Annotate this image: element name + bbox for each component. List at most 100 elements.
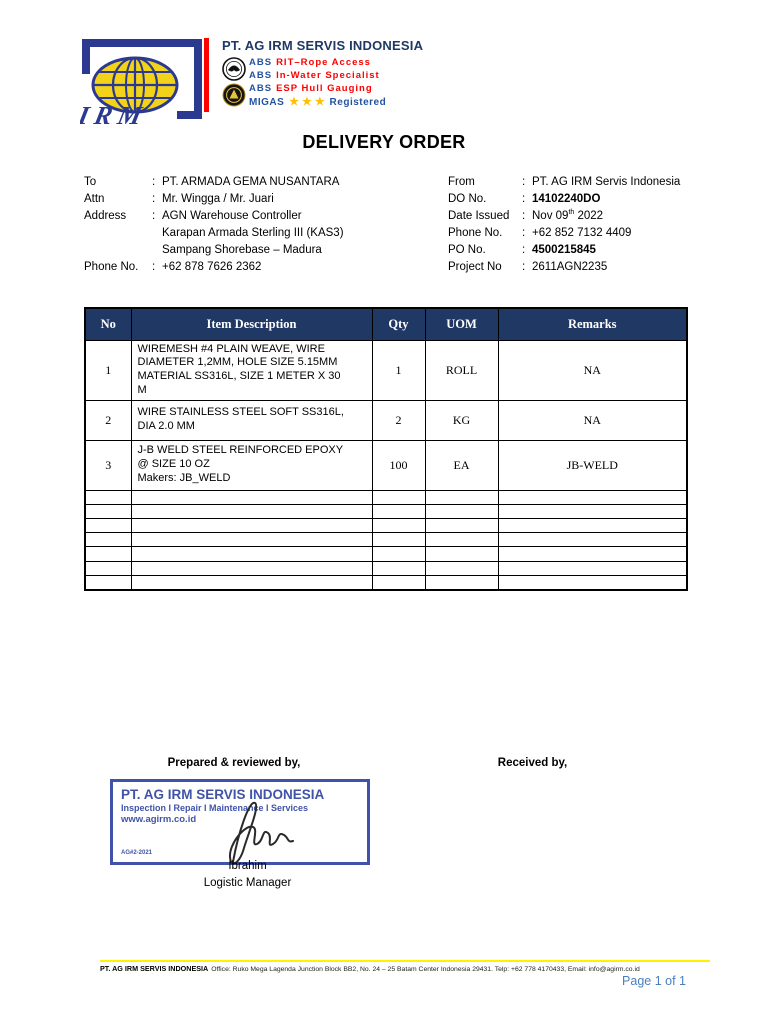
item-qty: 1 — [371, 339, 426, 401]
company-name: PT. AG IRM SERVIS INDONESIA — [222, 38, 424, 53]
field-label: DO No. — [448, 193, 487, 205]
logo-irm-text: IRM — [80, 101, 150, 126]
table-row: 1 WIREMESH #4 PLAIN WEAVE, WIRE DIAMETER… — [84, 339, 688, 401]
table-empty-row — [84, 489, 688, 505]
field-value: PT. AG IRM Servis Indonesia — [532, 176, 681, 188]
migas-seal-icon — [222, 83, 246, 107]
field-value: +62 852 7132 4409 — [532, 227, 632, 239]
item-no: 3 — [84, 439, 132, 491]
date-year: 2022 — [574, 210, 604, 222]
migas-label: MIGAS — [249, 97, 285, 108]
field-label: Phone No. — [84, 261, 139, 273]
item-uom: ROLL — [424, 339, 499, 401]
info-row-project-no: Project No:2611AGN2235 — [448, 259, 708, 276]
cert-line-hull-gauging: ABS ESP Hull Gauging — [249, 82, 386, 95]
item-qty: 100 — [371, 439, 426, 491]
field-label: Date Issued — [448, 210, 510, 222]
abs-prefix: ABS — [249, 70, 273, 81]
item-qty: 2 — [371, 399, 426, 441]
cert-text: ESP Hull Gauging — [276, 83, 373, 94]
field-label: From — [448, 176, 475, 188]
prepared-by-label: Prepared & reviewed by, — [167, 757, 301, 769]
stamp-code: AG#2-2021 — [121, 850, 153, 856]
signer-name: Ibrahim — [228, 860, 267, 872]
field-value: Sampang Shorebase – Madura — [162, 244, 322, 256]
item-no: 1 — [84, 339, 132, 401]
item-description: WIRE STAINLESS STEEL SOFT SS316L, DIA 2.… — [130, 399, 373, 441]
recipient-block: To: PT. ARMADA GEMA NUSANTARA Attn: Mr. Wi… — [84, 174, 414, 276]
field-value: 14102240DO — [532, 193, 601, 205]
cert-line-rope-access: ABS RIT–Rope Access — [249, 56, 386, 69]
field-label: PO No. — [448, 244, 486, 256]
abs-prefix: ABS — [249, 83, 273, 94]
item-remarks: NA — [497, 399, 688, 441]
info-row-do-no: DO No.:14102240DO — [448, 191, 708, 208]
field-value: Nov 09th 2022 — [532, 208, 603, 225]
colon: : — [522, 244, 526, 256]
item-uom: KG — [424, 399, 499, 441]
signer-title: Logistic Manager — [203, 877, 292, 889]
field-label: Attn — [84, 193, 105, 205]
item-description: J-B WELD STEEL REINFORCED EPOXY @ SIZE 1… — [130, 439, 373, 491]
colon: : — [152, 210, 156, 222]
footer-address-line: PT. AG IRM SERVIS INDONESIA Office: Ruko … — [100, 964, 712, 973]
info-row-from: From: PT. AG IRM Servis Indonesia — [448, 174, 708, 191]
item-description: WIREMESH #4 PLAIN WEAVE, WIRE DIAMETER 1… — [130, 339, 373, 401]
stamp-website: www.agirm.co.id — [121, 814, 197, 825]
colon: : — [522, 210, 526, 222]
header-divider-bar — [204, 38, 209, 112]
logo-bracket-shape — [82, 39, 202, 119]
col-header-uom: UOM — [424, 307, 499, 341]
table-row: 3 J-B WELD STEEL REINFORCED EPOXY @ SIZE… — [84, 439, 688, 491]
field-label: Project No — [448, 261, 502, 273]
table-empty-row — [84, 503, 688, 520]
field-label: Address — [84, 210, 127, 222]
footer-divider — [100, 960, 710, 962]
colon: : — [522, 176, 526, 188]
stamp-services-line: Inspection I Repair I Maintenance I Serv… — [121, 803, 309, 813]
page-number: Page 1 of 1 — [622, 974, 686, 988]
colon: : — [522, 193, 526, 205]
footer-company-name: PT. AG IRM SERVIS INDONESIA — [100, 964, 209, 973]
info-row-phone: Phone No.: +62 878 7626 2362 — [84, 259, 414, 276]
table-empty-row — [84, 546, 688, 562]
date-day: Nov 09 — [532, 210, 569, 222]
colon: : — [152, 261, 156, 273]
field-value: Karapan Armada Sterling III (KAS3) — [162, 227, 344, 239]
info-row-attn: Attn: Mr. Wingga / Mr. Juari — [84, 191, 414, 208]
field-value: +62 878 7626 2362 — [162, 261, 262, 273]
company-stamp: PT. AG IRM SERVIS INDONESIA Inspection I… — [110, 779, 370, 865]
items-table: No Item Description Qty UOM Remarks 1 WI… — [84, 307, 688, 591]
colon: : — [522, 227, 526, 239]
field-value: 2611AGN2235 — [532, 261, 608, 273]
table-header-row: No Item Description Qty UOM Remarks — [84, 307, 688, 341]
colon: : — [152, 176, 156, 188]
received-by-label: Received by, — [497, 757, 568, 769]
handwritten-signature — [228, 802, 294, 865]
sender-block: From: PT. AG IRM Servis Indonesia DO No.:… — [448, 174, 708, 276]
field-value: 4500215845 — [532, 244, 596, 256]
item-remarks: JB-WELD — [497, 439, 688, 491]
field-value: PT. ARMADA GEMA NUSANTARA — [162, 176, 340, 188]
field-label: To — [84, 176, 97, 188]
info-row-address-3: Sampang Shorebase – Madura — [84, 242, 414, 259]
table-empty-row — [84, 574, 688, 591]
date-ordinal: th — [568, 209, 575, 217]
field-label: Phone No. — [448, 227, 503, 239]
abs-seal-icon — [222, 57, 246, 81]
col-header-qty: Qty — [371, 307, 426, 341]
footer-office-details: Office: Ruko Mega Lagenda Junction Block… — [211, 966, 640, 973]
info-row-po-no: PO No.:4500215845 — [448, 242, 708, 259]
table-empty-row — [84, 518, 688, 534]
item-no: 2 — [84, 399, 132, 441]
table-empty-row — [84, 560, 688, 576]
item-uom: EA — [424, 439, 499, 491]
abs-prefix: ABS — [249, 57, 273, 68]
field-value: Mr. Wingga / Mr. Juari — [162, 193, 274, 205]
header-text-block: PT. AG IRM SERVIS INDONESIA ABS RIT–Rope … — [222, 38, 424, 110]
irm-globe-logo: IRM — [80, 39, 202, 126]
info-row-phone-sender: Phone No.: +62 852 7132 4409 — [448, 225, 708, 242]
col-header-remarks: Remarks — [497, 307, 688, 341]
col-header-description: Item Description — [130, 307, 373, 341]
